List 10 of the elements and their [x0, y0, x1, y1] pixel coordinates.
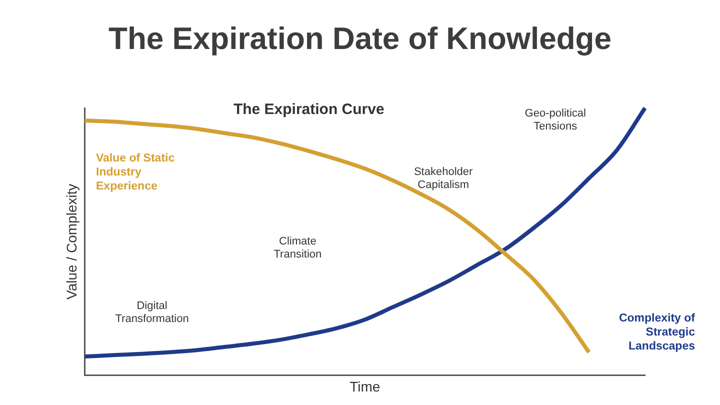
annotation: Geo-political Tensions	[524, 107, 586, 132]
annotation: Digital Transformation	[115, 300, 189, 325]
text: Value of Static Industry Experience	[96, 152, 176, 192]
y-axis-title: Value / Complexity	[63, 184, 80, 300]
chart-subtitle: The Expiration Curve	[233, 101, 384, 118]
text: Complexity of Strategic Landscapes	[618, 312, 696, 353]
annotation: Stakeholder Capitalism	[414, 166, 474, 192]
annotation: Climate Transition	[274, 236, 322, 261]
chart-title: The Expiration Date of Knowledge	[108, 20, 612, 58]
x-axis-title: Time	[350, 378, 380, 394]
